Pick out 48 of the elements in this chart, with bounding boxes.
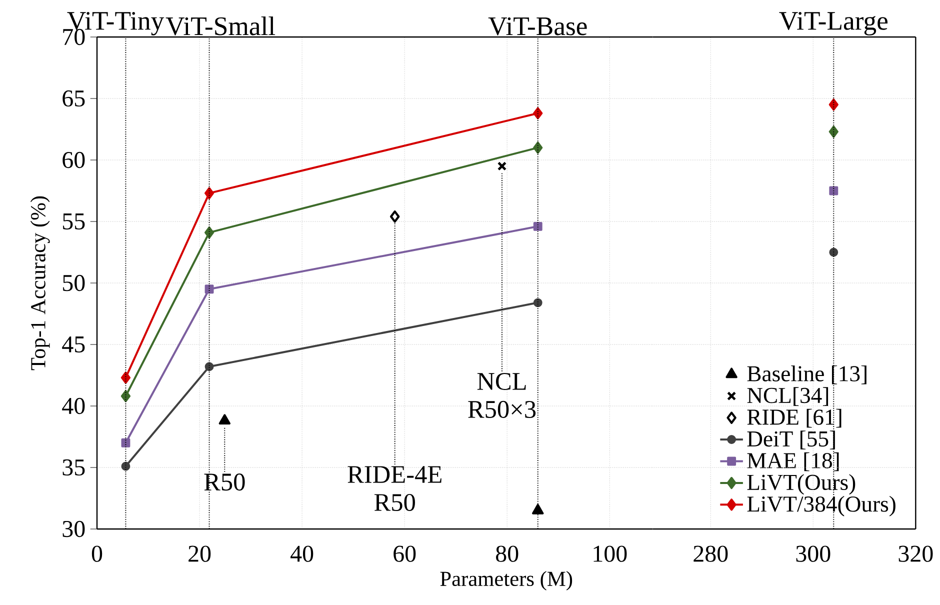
legend-label: Baseline [13] xyxy=(747,365,866,384)
point xyxy=(204,226,214,239)
point xyxy=(204,362,214,372)
legend-label: DeiT [55] xyxy=(747,430,835,450)
legend-label: NCL[34] xyxy=(747,387,828,406)
point xyxy=(532,504,544,514)
point xyxy=(533,222,542,231)
point xyxy=(120,372,131,384)
x-tick-label: 300 xyxy=(796,546,830,562)
annotation: R50 xyxy=(204,474,245,491)
x-tick-label: 40 xyxy=(290,546,314,562)
y-tick-label: 50 xyxy=(63,274,85,292)
legend-label: RIDE [61] xyxy=(747,408,842,428)
x-tick-label: 80 xyxy=(496,546,518,562)
x-tick-label: 100 xyxy=(594,546,627,562)
ref-line-label: ViT-Small xyxy=(166,16,276,36)
y-tick-label: 60 xyxy=(62,152,85,168)
point xyxy=(533,142,543,154)
ref-line-label: ViT-Large xyxy=(779,12,888,36)
annotation: NCL R50×3 xyxy=(468,372,536,418)
point xyxy=(121,462,130,471)
y-tick-label: 35 xyxy=(62,459,85,476)
point xyxy=(121,438,130,448)
ref-line-label: ViT-Base xyxy=(488,17,587,36)
x-tick-label: 320 xyxy=(898,546,933,562)
y-tick-label: 65 xyxy=(62,90,85,107)
point xyxy=(204,187,214,200)
x-tick-label: 0 xyxy=(92,546,102,562)
y-tick-label: 55 xyxy=(63,214,85,230)
point xyxy=(533,298,542,308)
point xyxy=(120,390,131,402)
y-tick-label: 40 xyxy=(62,398,85,414)
point xyxy=(497,162,507,171)
x-tick-label: 20 xyxy=(188,546,211,562)
legend-label: LiVT/384(Ours) xyxy=(747,496,896,516)
annotation: RIDE-4E R50 xyxy=(348,466,442,512)
point xyxy=(390,210,400,223)
point xyxy=(218,414,230,425)
legend-label: LiVT(Ours) xyxy=(747,474,856,495)
x-tick-label: 280 xyxy=(694,546,728,562)
x-axis-title: Parameters (M) xyxy=(440,571,572,590)
point xyxy=(204,284,214,294)
y-axis-title: Top-1 Accuracy (%) xyxy=(30,196,50,370)
y-tick-label: 45 xyxy=(62,336,85,352)
point xyxy=(533,107,543,120)
legend-label: MAE [18] xyxy=(747,452,839,472)
y-tick-label: 30 xyxy=(62,520,85,538)
x-tick-label: 60 xyxy=(394,546,416,562)
